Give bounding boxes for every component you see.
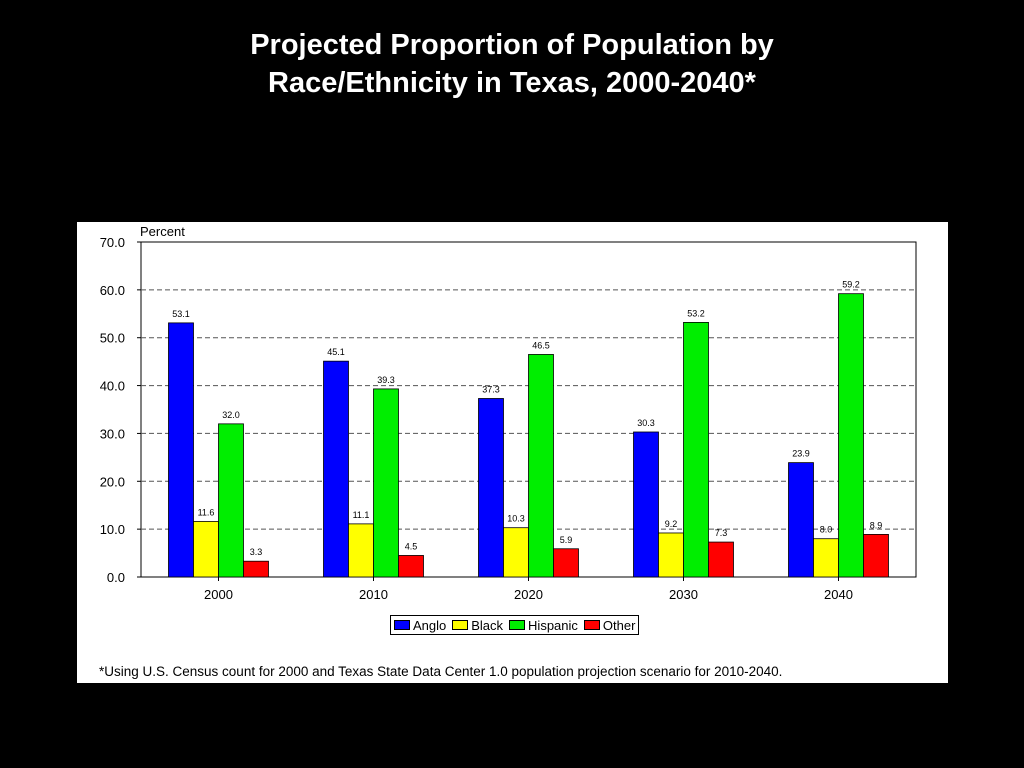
y-tick-label: 20.0	[100, 474, 125, 489]
slide-title-line-1: Projected Proportion of Population by	[250, 29, 774, 61]
data-label-black-2020: 10.3	[507, 514, 525, 524]
bar-hispanic-2010	[373, 388, 399, 578]
bar-anglo-2030	[633, 431, 659, 578]
bar-black-2000	[193, 521, 219, 578]
bar-hispanic-2030	[683, 322, 709, 578]
chart-footnote: *Using U.S. Census count for 2000 and Te…	[99, 664, 783, 679]
y-tick-label: 60.0	[100, 283, 125, 298]
y-tick-label: 40.0	[100, 379, 125, 394]
data-label-hispanic-2040: 59.2	[842, 280, 860, 290]
bar-anglo-2000	[168, 322, 194, 578]
bar-other-2040	[863, 534, 889, 578]
legend-swatch-black	[452, 620, 469, 630]
x-tick-label: 2040	[824, 587, 853, 602]
data-label-other-2020: 5.9	[560, 535, 573, 545]
legend-swatch-hispanic	[509, 620, 526, 630]
data-label-hispanic-2010: 39.3	[377, 375, 395, 385]
bar-black-2020	[503, 527, 529, 578]
data-label-anglo-2040: 23.9	[792, 449, 810, 459]
data-label-hispanic-2020: 46.5	[532, 340, 550, 350]
bar-anglo-2040	[788, 462, 814, 578]
bar-other-2010	[398, 555, 424, 578]
legend-swatch-anglo	[394, 620, 410, 630]
data-label-anglo-2020: 37.3	[482, 384, 500, 394]
legend-label-black: Black	[471, 617, 504, 633]
data-label-other-2040: 8.9	[870, 520, 883, 530]
data-label-other-2000: 3.3	[250, 547, 263, 557]
bar-hispanic-2000	[218, 423, 244, 578]
data-label-other-2010: 4.5	[405, 541, 418, 551]
bar-black-2040	[813, 538, 839, 578]
y-tick-label: 0.0	[107, 570, 125, 585]
legend-swatch-other	[583, 620, 600, 630]
x-tick-label: 2030	[669, 587, 698, 602]
legend-label-other: Other	[602, 617, 636, 633]
legend-item-anglo: Anglo	[394, 618, 446, 633]
y-tick-label: 30.0	[100, 426, 125, 441]
bar-black-2010	[348, 523, 374, 578]
x-tick-label: 2010	[359, 587, 388, 602]
legend-label-anglo: Anglo	[413, 617, 447, 633]
data-label-black-2000: 11.6	[198, 507, 215, 517]
x-tick-label: 2020	[514, 587, 543, 602]
bar-anglo-2020	[478, 398, 504, 578]
x-tick-label: 2000	[204, 587, 233, 602]
bar-anglo-2010	[323, 360, 349, 578]
data-label-hispanic-2030: 53.2	[687, 308, 705, 318]
legend-item-other: Other	[583, 617, 636, 633]
data-label-anglo-2030: 30.3	[637, 418, 655, 428]
data-label-black-2030: 9.2	[665, 519, 678, 529]
bar-other-2030	[708, 541, 734, 578]
data-label-other-2030: 7.3	[715, 528, 728, 538]
bar-hispanic-2040	[838, 293, 864, 578]
legend-item-black: Black	[452, 618, 503, 633]
y-tick-label: 10.0	[100, 522, 125, 537]
data-label-hispanic-2000: 32.0	[222, 410, 240, 420]
y-tick-label: 50.0	[100, 331, 125, 346]
y-tick-label: 70.0	[100, 235, 125, 250]
legend-label-hispanic: Hispanic	[528, 617, 578, 633]
y-axis-title: Percent	[140, 224, 185, 239]
data-label-black-2010: 11.1	[353, 510, 370, 520]
bar-other-2000	[243, 560, 269, 578]
bar-other-2020	[553, 548, 579, 578]
legend-item-hispanic: Hispanic	[509, 618, 578, 633]
data-label-anglo-2010: 45.1	[327, 347, 345, 357]
data-label-anglo-2000: 53.1	[172, 309, 190, 319]
chart-legend: Anglo Black Hispanic Other	[390, 615, 640, 635]
bar-black-2030	[658, 532, 684, 578]
bar-hispanic-2020	[528, 354, 554, 578]
slide-title: Projected Proportion of Population by Ra…	[0, 26, 1024, 102]
bar-chart: 0.0 10.0 20.0 30.0 40.0 50.0 60.0 70.0 Percent 53…	[100, 224, 917, 602]
slide-title-line-2: Race/Ethnicity in Texas, 2000-2040*	[268, 67, 756, 99]
chart-panel: 0.0 10.0 20.0 30.0 40.0 50.0 60.0 70.0 Percent 53…	[77, 222, 948, 683]
data-label-black-2040: 8.0	[820, 525, 833, 535]
